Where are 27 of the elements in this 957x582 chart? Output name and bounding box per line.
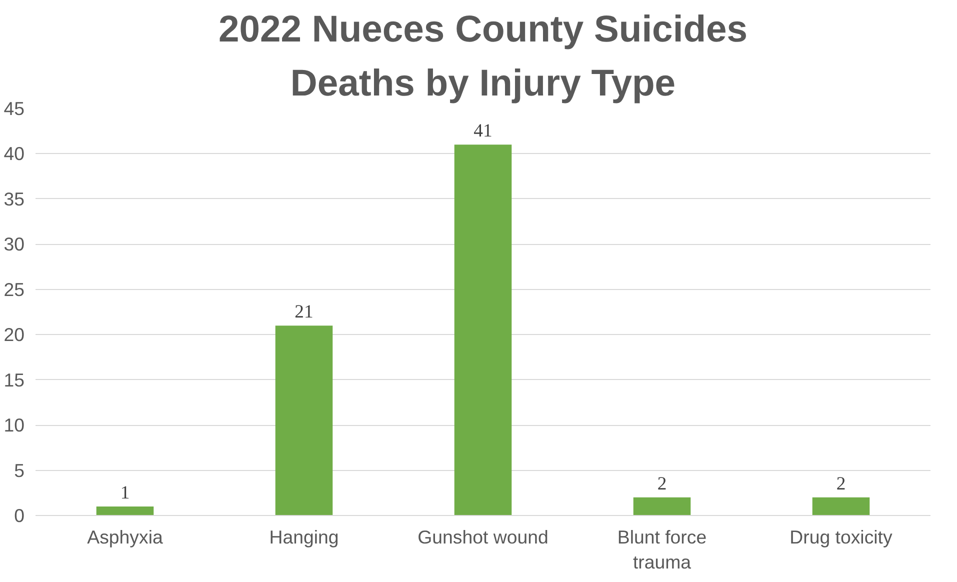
y-tick-label: 25 xyxy=(4,278,25,300)
x-tick-label: Hanging xyxy=(269,526,339,548)
chart-subtitle: Deaths by Injury Type xyxy=(290,62,676,104)
x-tick-label: Drug toxicity xyxy=(790,526,893,548)
bar xyxy=(96,506,154,516)
x-tick-label: Blunt force trauma xyxy=(617,526,707,573)
x-tick-label: Gunshot wound xyxy=(418,526,548,548)
y-tick-label: 10 xyxy=(4,414,25,436)
x-tick-label: Asphyxia xyxy=(87,526,164,548)
y-tick-label: 30 xyxy=(4,234,25,255)
data-label: 2 xyxy=(657,473,667,494)
data-label: 1 xyxy=(120,482,130,504)
bar xyxy=(454,144,512,516)
bar xyxy=(275,326,333,516)
data-label: 2 xyxy=(836,473,846,494)
bar xyxy=(633,497,691,516)
data-label: 21 xyxy=(294,302,314,323)
chart-title: 2022 Nueces County Suicides xyxy=(218,8,748,50)
y-tick-label: 15 xyxy=(4,369,25,390)
data-label: 41 xyxy=(474,120,492,142)
bar xyxy=(812,497,870,516)
y-tick-label: 20 xyxy=(4,324,25,346)
y-tick-label: 5 xyxy=(14,460,25,481)
y-tick-label: 40 xyxy=(4,143,25,164)
y-tick-label: 45 xyxy=(4,98,25,119)
y-tick-label: 35 xyxy=(4,188,25,210)
y-tick-label: 0 xyxy=(14,505,25,526)
